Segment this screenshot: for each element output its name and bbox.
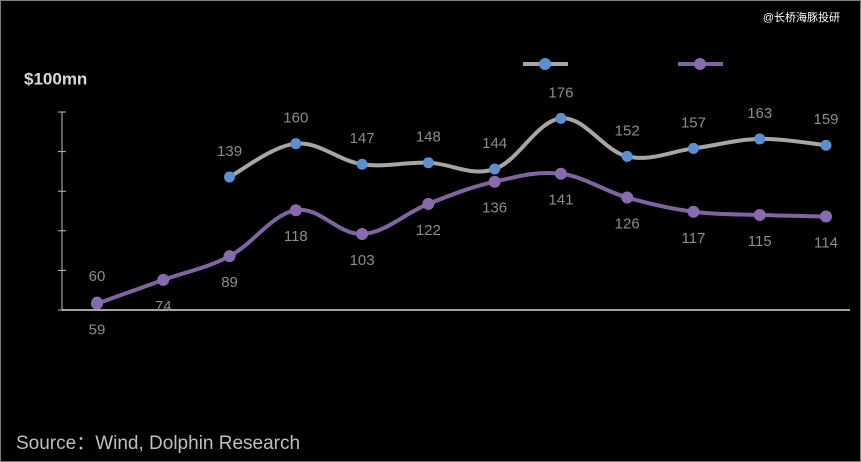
series-marker bbox=[356, 227, 369, 240]
data-label: 163 bbox=[747, 105, 772, 122]
series-marker bbox=[91, 297, 103, 310]
data-label: 89 bbox=[221, 274, 238, 291]
series-marker bbox=[157, 273, 170, 286]
data-label: 115 bbox=[748, 233, 772, 250]
data-label: 136 bbox=[482, 200, 507, 217]
series-marker bbox=[621, 150, 633, 162]
data-label: 59 bbox=[89, 322, 106, 339]
series-marker bbox=[489, 163, 501, 175]
series-marker bbox=[555, 112, 567, 124]
data-label: 152 bbox=[615, 122, 640, 139]
legend-marker bbox=[539, 58, 551, 70]
data-label: 103 bbox=[350, 252, 375, 269]
series-marker bbox=[224, 171, 236, 183]
watermark: @长桥海豚投研 bbox=[763, 10, 840, 24]
series-marker bbox=[687, 142, 699, 154]
series-marker bbox=[753, 208, 766, 221]
data-label: 159 bbox=[813, 111, 838, 128]
data-label: 60 bbox=[89, 268, 106, 285]
series-marker bbox=[422, 197, 435, 210]
series-marker bbox=[356, 158, 368, 170]
series-marker bbox=[554, 167, 567, 180]
series-marker bbox=[289, 204, 302, 217]
legend-marker bbox=[694, 58, 706, 70]
series-marker bbox=[820, 139, 832, 151]
series-marker bbox=[754, 133, 766, 145]
series-marker bbox=[621, 191, 634, 204]
data-label: 139 bbox=[217, 143, 242, 160]
series-marker bbox=[290, 138, 302, 150]
y-axis-label: $100mn bbox=[24, 69, 87, 88]
series-marker bbox=[488, 175, 501, 188]
series-line bbox=[227, 116, 828, 179]
data-label: 118 bbox=[284, 228, 308, 245]
data-label: 157 bbox=[681, 114, 706, 131]
source: Source：Wind, Dolphin Research bbox=[16, 433, 300, 454]
data-label: 147 bbox=[350, 130, 375, 147]
data-label: 148 bbox=[416, 129, 441, 146]
series-marker bbox=[422, 157, 434, 169]
data-label: 126 bbox=[615, 216, 640, 233]
data-label: 160 bbox=[283, 110, 308, 127]
series-marker bbox=[687, 205, 700, 218]
data-label: 117 bbox=[681, 230, 705, 247]
data-label: 176 bbox=[548, 84, 573, 101]
data-label: 141 bbox=[548, 192, 573, 209]
data-label: 144 bbox=[482, 135, 507, 152]
data-label: 114 bbox=[814, 235, 838, 252]
series-marker bbox=[223, 250, 236, 263]
series-marker bbox=[820, 210, 832, 223]
data-label: 122 bbox=[416, 222, 441, 239]
data-label: 74 bbox=[155, 298, 172, 315]
